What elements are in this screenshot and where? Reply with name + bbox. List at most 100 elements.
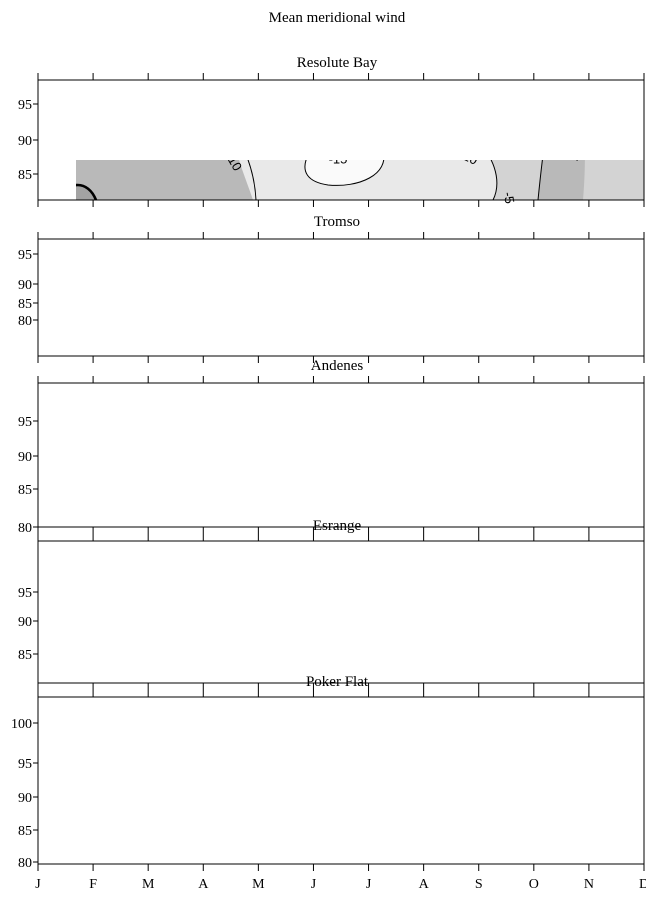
contour-region [398,239,644,319]
panel-andenes: Andenes -5 0 0 -5 0 0 -5 5 80 85 90 95 [18,358,645,536]
contour-region [38,239,219,334]
y-tick-label: 80 [18,314,32,329]
contour-label: 0 [48,746,63,762]
panel-frame [37,696,645,865]
contour-line [278,429,425,527]
contour-label: -5 [558,134,576,150]
contour-region [38,383,163,527]
contour-line [168,633,208,683]
contour-region [168,633,208,683]
contour-label: 0 [476,649,492,659]
contour-label: 0 [196,640,213,652]
contour-line [68,541,133,665]
contour-label: -5 [253,577,272,595]
x-tick-label: A [198,877,209,892]
x-tick-label: M [142,877,155,892]
contour-label: -10 [457,146,480,168]
panel-poker-flat: Poker Flat 0 5 -5 -10 -5 0 0 0 80 85 90 95 100 [11,674,645,871]
contour-field: -5 -5 -5 [38,239,644,356]
y-tick-label: 85 [18,648,32,663]
panel-title: Poker Flat [306,674,369,690]
contour-label: -5 [260,823,279,841]
contour-line [304,160,384,186]
y-tick-label: 100 [11,717,32,732]
x-tick-label: F [89,877,97,892]
contour-line [38,671,68,683]
contour-field: 0 5 -5 -10 -5 0 0 0 [38,697,644,864]
y-tick-label: 85 [18,824,32,839]
contour-region [38,541,644,683]
contour-line [203,239,278,299]
panel-title: Resolute Bay [297,55,378,71]
contour-label: -5 [380,446,399,464]
contour-line [188,697,219,737]
figure-title: Mean meridional wind [269,10,406,26]
contour-line [503,697,519,864]
contour-region [68,541,133,665]
contour-line [538,468,628,498]
contour-region [238,541,478,683]
contour-region [38,383,644,527]
contour-region [38,697,644,864]
contour-line [598,239,644,289]
contour-line [293,287,407,352]
y-tick-label: 90 [18,278,32,293]
panel-title: Tromso [314,214,360,230]
contour-label: -5 [48,259,64,277]
contour-label: 0 [122,565,137,572]
contour-region [168,383,644,527]
contour-line [38,166,54,200]
contour-region [261,776,444,864]
contour-line [168,383,208,527]
contour-label: -5 [591,259,610,278]
contour-line [488,383,644,498]
y-tick-label: 85 [18,483,32,498]
x-tick-label: N [584,877,594,892]
x-tick-label: J [35,877,41,892]
contour-field: -5-10 -10-15 -10-5-50 [38,80,644,205]
contour-region [578,507,618,527]
contour-region [293,441,397,521]
contour-region [293,287,407,352]
contour-label: -5 [427,823,444,837]
contour-line [288,574,389,653]
x-tick-label: D [639,877,646,892]
contour-label: -5 [501,191,518,205]
y-tick-label: 95 [18,248,32,263]
contour-line [593,737,644,797]
contour-label: -5 [58,109,77,127]
contour-region [38,733,208,864]
contour-line [293,441,397,521]
y-tick-label: 95 [18,415,32,430]
contour-label: -10 [351,766,370,781]
contour-label: 0 [503,404,514,420]
contour-line [263,776,444,864]
contour-line [503,239,644,339]
contour-region [38,671,68,683]
y-tick-label: 90 [18,134,32,149]
contour-label: -10 [352,589,376,611]
contour-line [458,697,483,864]
contour-region [188,697,219,737]
contour-region [583,160,644,200]
contour-region [265,429,425,527]
y-tick-label: 90 [18,450,32,465]
contour-label: 0 [437,496,452,503]
contour-line [58,786,109,858]
contour-label: -15 [329,151,348,166]
contour-line [478,593,593,683]
contour-line [56,80,153,110]
contour-field: 0 -5 0 -10 -5 0 [38,541,644,683]
contour-line [38,733,163,862]
x-tick-label: M [252,877,265,892]
contour-region [304,160,384,186]
contour-label: 0 [502,728,517,735]
contour-line [108,477,163,527]
contour-region [535,468,638,527]
y-tick-label: 95 [18,586,32,601]
contour-label: -10 [447,140,471,162]
panel-title: Andenes [311,358,364,374]
contour-field: -5 0 0 -5 0 0 -5 5 [38,383,644,527]
contour-label: 0 [255,438,270,454]
contour-label: 0 [192,489,207,496]
